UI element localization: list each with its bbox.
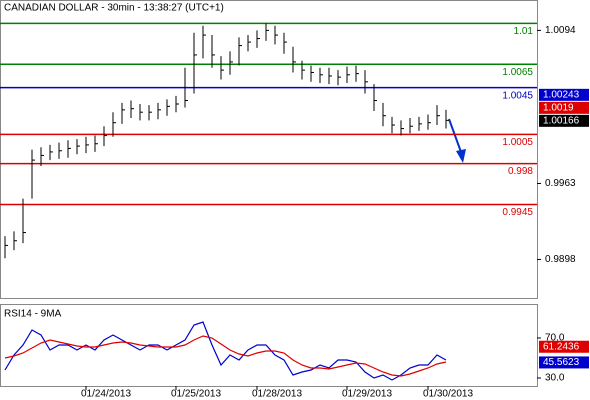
x-tick-label: 01/24/2013: [81, 389, 131, 400]
level-label: 0.9945: [502, 207, 533, 218]
arrow-head: [456, 149, 466, 163]
y-tick-label: 70.0: [545, 333, 565, 344]
x-tick-label: 01/25/2013: [171, 389, 221, 400]
value-box: [539, 114, 589, 127]
x-tick-label: 01/28/2013: [252, 389, 302, 400]
value-box-label: 1.0019: [543, 102, 574, 113]
arrow-shaft: [448, 118, 462, 153]
value-box: [539, 356, 589, 369]
level-label: 1.0065: [502, 67, 533, 78]
level-label: 0.998: [508, 166, 533, 177]
rsi-line: [4, 335, 447, 377]
value-box: [539, 101, 589, 114]
value-box-label: 45.5623: [543, 357, 580, 368]
rsi-panel: [0, 304, 538, 387]
value-box: [539, 88, 589, 101]
value-box-label: 61.2436: [543, 341, 580, 352]
y-tick-label: 30.0: [545, 373, 565, 384]
value-box-label: 1.00243: [543, 89, 580, 100]
rsi-line: [4, 321, 447, 381]
rsi-title: RSI14 - 9MA: [4, 309, 62, 320]
level-label: 1.01: [514, 26, 534, 37]
value-box: [539, 340, 589, 353]
y-tick-label: 1.0094: [545, 25, 576, 36]
value-box-label: 1.00166: [543, 115, 580, 126]
y-tick-label: 0.9898: [545, 254, 576, 265]
x-tick-label: 01/29/2013: [342, 389, 392, 400]
level-label: 1.0005: [502, 137, 533, 148]
y-tick-label: 0.9963: [545, 178, 576, 189]
x-tick-label: 01/30/2013: [423, 389, 473, 400]
trend-arrow: [448, 118, 466, 163]
chart-title: CANADIAN DOLLAR - 30min - 13:38:27 (UTC+…: [4, 3, 224, 14]
level-label: 1.0045: [502, 90, 533, 101]
price-panel: [0, 0, 538, 299]
